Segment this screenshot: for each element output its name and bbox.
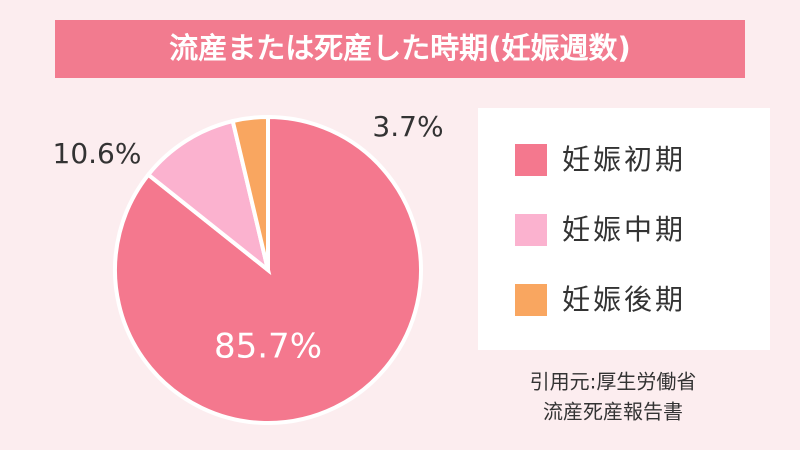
source-note: 引用元:厚生労働省	[530, 370, 697, 394]
data-label: 10.6%	[53, 137, 142, 170]
pie-slice	[145, 118, 272, 276]
legend-swatch	[515, 144, 547, 176]
legend-swatch	[515, 214, 547, 246]
legend-label: 妊娠初期	[562, 143, 686, 176]
pie-slice	[230, 114, 270, 271]
chart-title: 流産または死産した時期(妊娠週数)	[169, 31, 631, 65]
pie-slice	[113, 114, 423, 425]
source-note: 流産死産報告書	[543, 400, 683, 424]
data-label: 85.7%	[214, 327, 322, 367]
legend-label: 妊娠後期	[562, 283, 686, 316]
data-label: 3.7%	[372, 110, 443, 143]
title-banner	[55, 20, 745, 78]
legend-label: 妊娠中期	[562, 213, 686, 246]
legend-swatch	[515, 284, 547, 316]
